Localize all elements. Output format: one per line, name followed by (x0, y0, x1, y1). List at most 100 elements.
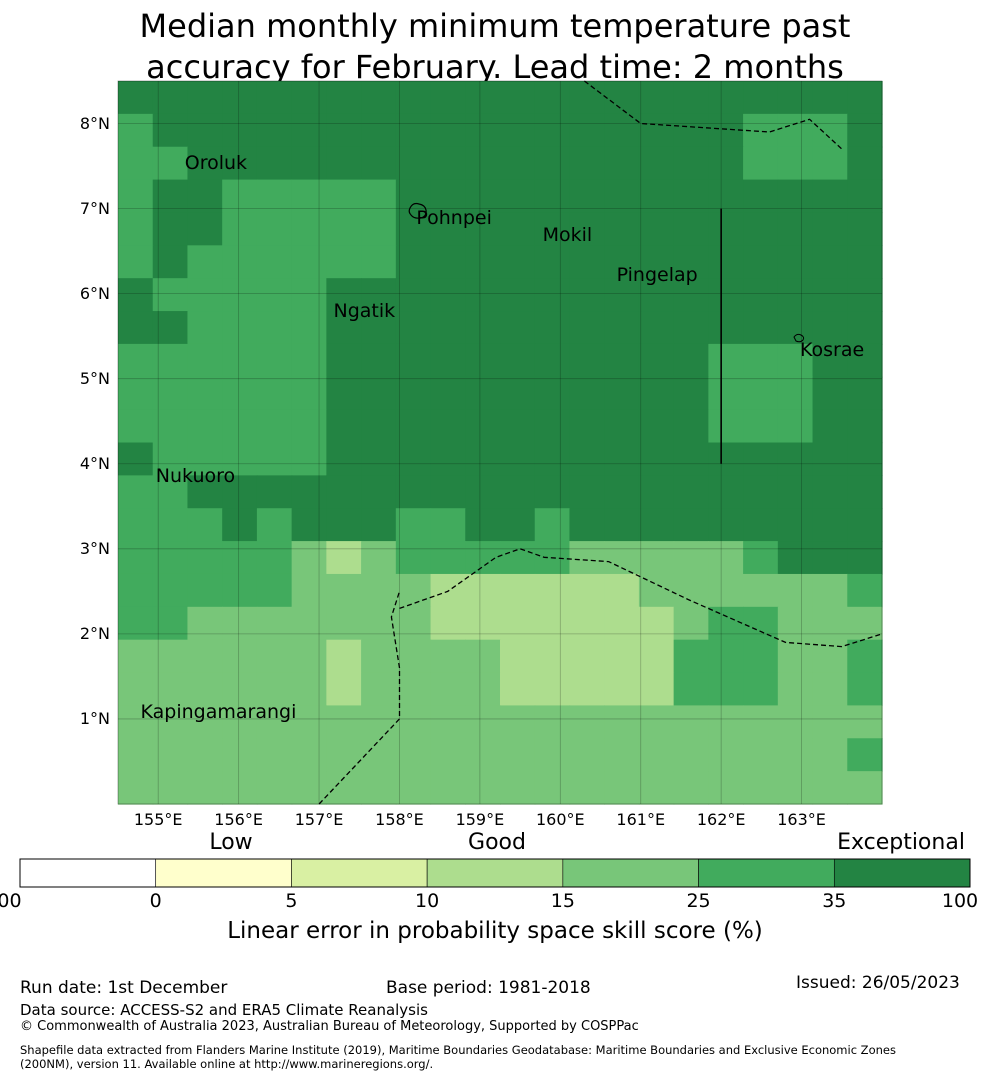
skill-cell (465, 672, 501, 707)
skill-cell (361, 442, 397, 476)
skill-cell (256, 705, 293, 739)
skill-cell (638, 376, 675, 411)
skill-cell (743, 376, 779, 411)
skill-cell (118, 376, 154, 411)
skill-cell (291, 771, 327, 805)
copyright: © Commonwealth of Australia 2023, Austra… (20, 1019, 639, 1034)
skill-cell (326, 409, 362, 444)
skill-cell (604, 508, 640, 542)
skill-cell (743, 573, 779, 608)
skill-cell (569, 311, 605, 345)
skill-cell (465, 508, 501, 542)
skill-cell (500, 508, 536, 542)
skill-cell (152, 771, 189, 805)
skill-cell (777, 245, 814, 279)
skill-cell (777, 179, 814, 214)
skill-cell (118, 113, 154, 148)
skill-cell (847, 179, 883, 214)
skill-cell (152, 81, 189, 115)
skill-cell (708, 442, 744, 476)
skill-cell (291, 639, 327, 674)
skill-cell (847, 245, 883, 279)
skill-cell (222, 508, 258, 542)
skill-cell (291, 672, 327, 707)
skill-cell (638, 541, 675, 575)
issued-date: Issued: 26/05/2023 (796, 973, 960, 993)
skill-cell (430, 343, 466, 378)
colorbar-tick-label: -100 (0, 890, 22, 912)
eez-boundary-line (584, 80, 843, 150)
colorbar-segment (562, 858, 699, 888)
skill-cell (708, 113, 744, 148)
skill-cell (152, 146, 189, 181)
skill-cell (638, 179, 675, 214)
skill-cell (569, 81, 605, 115)
skill-cell (326, 541, 362, 575)
latitude-tick-label: 3°N (79, 538, 110, 558)
skill-cell (361, 179, 397, 214)
skill-cell (847, 311, 883, 345)
skill-cell (708, 146, 744, 181)
latitude-tick-label: 7°N (79, 198, 110, 218)
skill-cell (152, 278, 189, 312)
skill-cell (708, 278, 744, 312)
skill-cell (256, 376, 293, 411)
skill-cell (187, 311, 223, 345)
skill-cell (777, 508, 814, 542)
skill-cell (361, 376, 397, 411)
skill-cell (465, 343, 501, 378)
skill-cell (465, 541, 501, 575)
skill-cell (361, 146, 397, 181)
skill-cell (847, 343, 883, 378)
skill-cell (673, 475, 709, 509)
longitude-tick-label: 163°E (777, 810, 826, 829)
skill-cell (708, 541, 744, 575)
skill-cell (500, 343, 536, 378)
skill-cell (222, 705, 258, 739)
skill-cell (569, 146, 605, 181)
skill-cell (673, 672, 709, 707)
skill-cell (361, 541, 397, 575)
skill-cell (465, 179, 501, 214)
place-label: Mokil (542, 223, 593, 246)
skill-cell (465, 705, 501, 739)
skill-cell (256, 738, 293, 772)
skill-cell (152, 113, 189, 148)
skill-cell (222, 376, 258, 411)
skill-cell (673, 541, 709, 575)
skill-cell (743, 212, 779, 246)
skill-cell (118, 409, 154, 444)
skill-cell (708, 573, 744, 608)
skill-cell (326, 705, 362, 739)
skill-cell (291, 311, 327, 345)
skill-cell (118, 672, 154, 707)
skill-cell (638, 343, 675, 378)
skill-cell (534, 245, 571, 279)
skill-cell (673, 376, 709, 411)
skill-cell (291, 508, 327, 542)
skill-cell (222, 738, 258, 772)
skill-cell (569, 245, 605, 279)
skill-cell (152, 179, 189, 214)
colorbar-segment (291, 858, 428, 888)
skill-cell (395, 343, 432, 378)
skill-cell (291, 442, 327, 476)
skill-cell (777, 606, 814, 641)
longitude-tick-label: 159°E (455, 810, 505, 829)
skill-cell (638, 409, 675, 444)
skill-cell (222, 541, 258, 575)
skill-cell (291, 113, 327, 148)
skill-cell (326, 245, 362, 279)
skill-cell (777, 442, 814, 476)
skill-cell (847, 113, 883, 148)
skill-cell (604, 541, 640, 575)
longitude-tick-label: 158°E (375, 810, 424, 829)
skill-cell (430, 409, 466, 444)
skill-cell (395, 771, 432, 805)
skill-cell (361, 771, 397, 805)
skill-cell (291, 146, 327, 181)
skill-cell (361, 672, 397, 707)
skill-cell (222, 409, 258, 444)
map-frame (117, 80, 883, 805)
skill-cell (430, 212, 466, 246)
